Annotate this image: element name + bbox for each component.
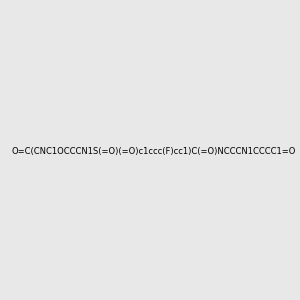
Text: O=C(CNC1OCCCN1S(=O)(=O)c1ccc(F)cc1)C(=O)NCCCN1CCCC1=O: O=C(CNC1OCCCN1S(=O)(=O)c1ccc(F)cc1)C(=O)… [12, 147, 296, 156]
